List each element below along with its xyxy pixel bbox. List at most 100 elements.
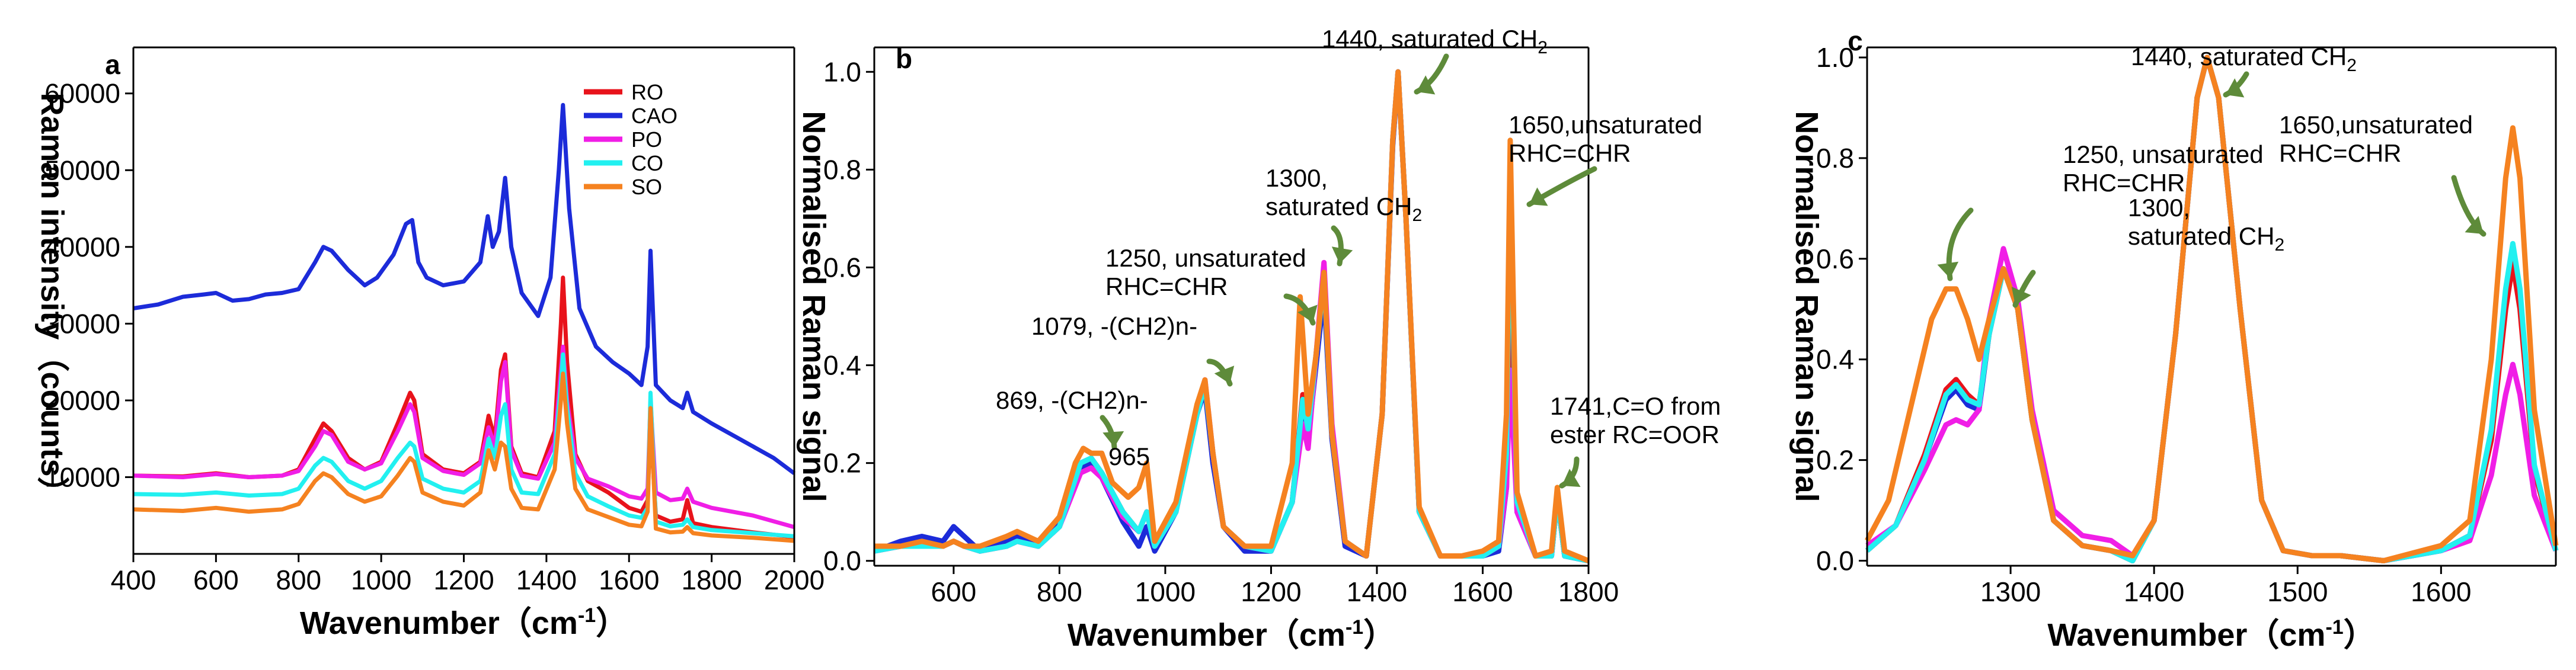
x-axis-label: Wavenumber（cm-1） — [1068, 616, 1395, 653]
series-SO-line — [133, 371, 795, 543]
annotation-arrowhead — [2465, 216, 2484, 234]
x-tick-label: 1200 — [1241, 576, 1301, 607]
annotation-text: 1440, saturated CH2 — [1322, 25, 1548, 57]
x-tick-label: 600 — [193, 565, 239, 595]
x-tick-label: 800 — [276, 565, 321, 595]
x-tick-label: 1600 — [599, 565, 659, 595]
annotation-1079-b: 1079, -(CH2)n- — [1031, 312, 1235, 387]
annotation-text: 965 — [1108, 443, 1150, 470]
y-axis-label: Raman intensity（counts） — [34, 92, 70, 508]
x-tick-label: 1300 — [1980, 576, 2041, 607]
annotation-arrowhead — [1562, 469, 1581, 488]
legend-label-SO: SO — [631, 175, 662, 199]
x-tick-label: 2000 — [764, 565, 824, 595]
panel-letter: a — [105, 49, 120, 80]
x-tick-label: 1000 — [1135, 576, 1196, 607]
y-tick-label: 10000 — [44, 461, 120, 492]
panel-letter: b — [896, 43, 912, 74]
annotation-1440-c: 1440, saturated CH2 — [2131, 43, 2357, 98]
annotation-text: 1250, unsaturated — [2063, 140, 2264, 168]
annotation-965-b: 965 — [1108, 443, 1150, 470]
annotation-arrowhead — [1102, 431, 1124, 447]
annotation-text: 1650,unsaturated — [1508, 111, 1702, 139]
annotation-arrowhead — [1331, 246, 1353, 264]
annotation-text: RHC=CHR — [2063, 169, 2185, 197]
y-tick-label: 0.6 — [823, 252, 861, 283]
series-RO-line — [133, 275, 795, 539]
annotation-text: 1440, saturated CH2 — [2131, 43, 2357, 75]
series-SO-line — [1865, 55, 2559, 563]
annotation-text: 1741,C=O from — [1550, 392, 1721, 420]
annotation-arrowhead — [2011, 287, 2031, 305]
y-tick-label: 0.2 — [823, 448, 861, 479]
annotation-arrowhead — [1529, 187, 1548, 206]
x-axis-label: Wavenumber（cm-1） — [2047, 616, 2375, 653]
annotation-arrowhead — [2226, 78, 2245, 98]
y-tick-label: 1.0 — [1816, 42, 1854, 73]
annotation-arrowhead — [1417, 75, 1436, 95]
annotation-869-b: 869, -(CH2)n- — [996, 386, 1148, 450]
y-tick-label: 60000 — [44, 78, 120, 109]
y-tick-label: 50000 — [44, 155, 120, 185]
x-tick-label: 1500 — [2267, 576, 2328, 607]
x-tick-label: 400 — [111, 565, 156, 595]
x-tick-label: 1800 — [681, 565, 742, 595]
annotation-text: 1300, — [1265, 164, 1328, 192]
y-tick-label: 40000 — [44, 232, 120, 262]
annotation-text: 1650,unsaturated — [2279, 111, 2473, 139]
panel-b: 600 800 1000 1200 1400 1600 1800 0.0 0.2 0.4 0.6 0.… — [796, 43, 1619, 653]
y-tick-label: 20000 — [44, 385, 120, 416]
annotation-text: 1250, unsaturated — [1105, 244, 1306, 272]
y-tick-label: 30000 — [44, 308, 120, 339]
y-axis-label: Normalised Raman signal — [1789, 111, 1824, 502]
annotation-text: RHC=CHR — [1105, 273, 1228, 300]
x-tick-label: 1800 — [1558, 576, 1619, 607]
series-CAO-line — [133, 102, 796, 475]
legend-label-RO: RO — [631, 80, 663, 104]
x-tick-label: 800 — [1037, 576, 1082, 607]
x-tick-label: 1600 — [2411, 576, 2471, 607]
panel-c: 1300 1400 1500 1600 0.0 0.2 0.4 0.6 0.8 1.0 Wavenu… — [1789, 25, 2559, 653]
x-tick-label: 1400 — [1347, 576, 1407, 607]
annotation-text: 1079, -(CH2)n- — [1031, 312, 1197, 340]
series-CO-line — [874, 69, 1589, 564]
y-tick-label: 0.8 — [1816, 143, 1854, 174]
panel-a: 400 600 800 1000 1200 1400 1600 1800 2000 10000 20… — [34, 46, 824, 641]
annotation-text: ester RC=OOR — [1550, 421, 1720, 448]
y-tick-label: 0.8 — [823, 154, 861, 185]
y-tick-label: 0.2 — [1816, 445, 1854, 476]
y-tick-label: 0.0 — [1816, 546, 1854, 576]
x-tick-label: 1600 — [1452, 576, 1513, 607]
annotation-arrowhead — [1297, 304, 1318, 323]
series-SO-line — [874, 69, 1590, 563]
legend-label-PO: PO — [631, 127, 662, 152]
series-PO-line — [133, 344, 795, 530]
y-tick-label: 0.4 — [823, 350, 861, 381]
annotation-arrowhead — [1214, 366, 1235, 384]
x-axis-label: Wavenumber（cm-1） — [300, 604, 628, 641]
y-axis-label: Normalised Raman signal — [796, 111, 832, 502]
annotation-1440-b: 1440, saturated CH2 — [1322, 25, 1548, 95]
annotation-1300-b: 1300,saturated CH2 — [1265, 164, 1422, 267]
annotation-text: RHC=CHR — [2279, 139, 2402, 167]
y-tick-label: 0.4 — [1816, 344, 1854, 375]
legend-label-CAO: CAO — [631, 104, 677, 128]
x-tick-label: 1400 — [2124, 576, 2184, 607]
x-tick-label: 1200 — [433, 565, 494, 595]
panel-letter: c — [1848, 25, 1863, 56]
x-tick-label: 600 — [931, 576, 977, 607]
series-PO-line — [874, 69, 1589, 564]
annotation-arrowhead — [1937, 261, 1959, 278]
series-RO-line — [874, 69, 1589, 564]
x-tick-label: 1000 — [351, 565, 411, 595]
annotation-text: RHC=CHR — [1508, 139, 1631, 167]
annotation-text: 1300, — [2128, 194, 2190, 222]
series-CAO-line — [873, 69, 1589, 564]
annotation-text: 869, -(CH2)n- — [996, 386, 1148, 414]
